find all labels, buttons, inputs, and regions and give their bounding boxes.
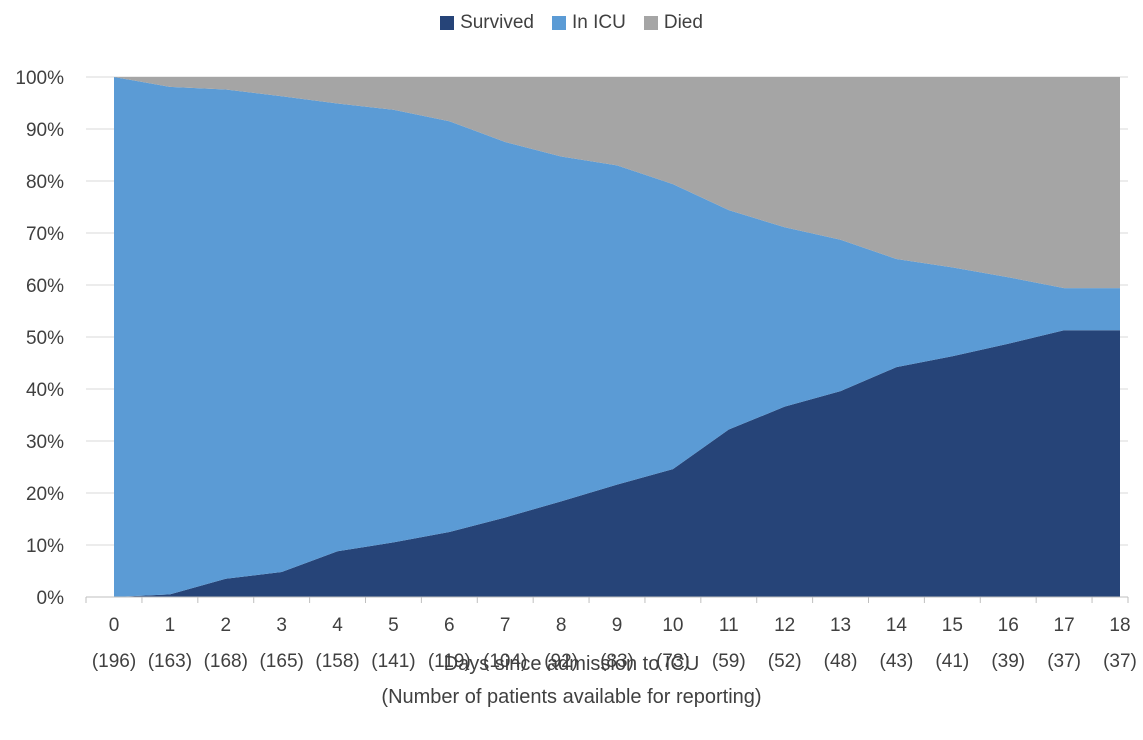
x-tick-label: 3 — [276, 615, 287, 636]
y-tick-label: 70% — [26, 224, 64, 245]
x-tick-label: 11 — [719, 615, 739, 636]
x-tick-label: 18 — [1109, 615, 1130, 636]
x-tick-sublabel: (165) — [259, 651, 303, 672]
area-series — [114, 77, 1120, 597]
x-tick-label: 10 — [662, 615, 683, 636]
x-tick-label: 13 — [830, 615, 851, 636]
x-tick-sublabel: (73) — [656, 651, 690, 672]
x-axis-title: Days since admission to ICU — [443, 653, 700, 675]
x-tick-sublabel: (163) — [148, 651, 192, 672]
legend-label-died: Died — [663, 12, 703, 33]
x-tick-label: 2 — [220, 615, 231, 636]
legend-swatch-in-icu — [551, 16, 566, 30]
x-tick-label: 0 — [109, 615, 120, 636]
x-tick-sublabel: (92) — [544, 651, 578, 672]
legend-label-in-icu: In ICU — [571, 12, 626, 33]
x-tick-sublabel: (158) — [315, 651, 359, 672]
x-tick-label: 6 — [444, 615, 455, 636]
area-died — [114, 77, 1120, 289]
x-tick-label: 14 — [886, 615, 908, 636]
y-tick-label: 100% — [15, 68, 64, 89]
x-tick-sublabel: (104) — [483, 651, 527, 672]
y-tick-label: 0% — [37, 588, 65, 609]
x-tick-label: 1 — [165, 615, 176, 636]
area-survived — [114, 330, 1120, 597]
x-tick-label: 9 — [612, 615, 623, 636]
x-tick-sublabel: (43) — [880, 651, 914, 672]
x-tick-sublabel: (48) — [824, 651, 858, 672]
x-tick-sublabel: (168) — [204, 651, 248, 672]
x-tick-label: 16 — [998, 615, 1019, 636]
x-tick-label: 15 — [942, 615, 963, 636]
x-tick-sublabel: (141) — [371, 651, 415, 672]
x-tick-sublabel: (83) — [600, 651, 634, 672]
legend-item-died: Died — [643, 12, 703, 34]
y-tick-label: 40% — [26, 380, 64, 401]
x-tick-sublabel: (39) — [991, 651, 1025, 672]
legend-item-in-icu: In ICU — [551, 12, 626, 34]
legend-swatch-survived — [440, 16, 455, 30]
y-tick-label: 50% — [26, 328, 64, 349]
legend-item-survived: Survived — [440, 12, 534, 34]
x-tick-label: 5 — [388, 615, 399, 636]
x-tick-sublabel: (37) — [1047, 651, 1081, 672]
legend-swatch-died — [643, 16, 658, 30]
y-tick-label: 90% — [26, 120, 64, 141]
x-tick-label: 8 — [556, 615, 567, 636]
x-tick-sublabel: (37) — [1103, 651, 1137, 672]
x-tick-sublabel: (52) — [768, 651, 802, 672]
legend: Survived In ICU Died — [0, 12, 1143, 34]
x-axis-subtitle: (Number of patients available for report… — [381, 686, 762, 708]
x-tick-sublabel: (59) — [712, 651, 746, 672]
y-tick-label: 10% — [26, 536, 64, 557]
x-tick-sublabel: (119) — [428, 651, 471, 672]
x-tick-label: 7 — [500, 615, 511, 636]
x-tick-sublabel: (41) — [935, 651, 969, 672]
x-tick-label: 4 — [332, 615, 343, 636]
y-tick-label: 60% — [26, 276, 64, 297]
y-tick-label: 30% — [26, 432, 64, 453]
y-tick-label: 20% — [26, 484, 64, 505]
area-in-icu — [114, 77, 1120, 597]
y-tick-label: 80% — [26, 172, 64, 193]
legend-label-survived: Survived — [460, 12, 534, 33]
x-tick-label: 17 — [1054, 615, 1075, 636]
axes: 0% 10% 20% 30% 40% 50% 60% 70% 80% 90% 100% 0 (196) 1… — [15, 68, 1137, 672]
x-tick-sublabel: (196) — [92, 651, 136, 672]
x-tick-label: 12 — [774, 615, 795, 636]
